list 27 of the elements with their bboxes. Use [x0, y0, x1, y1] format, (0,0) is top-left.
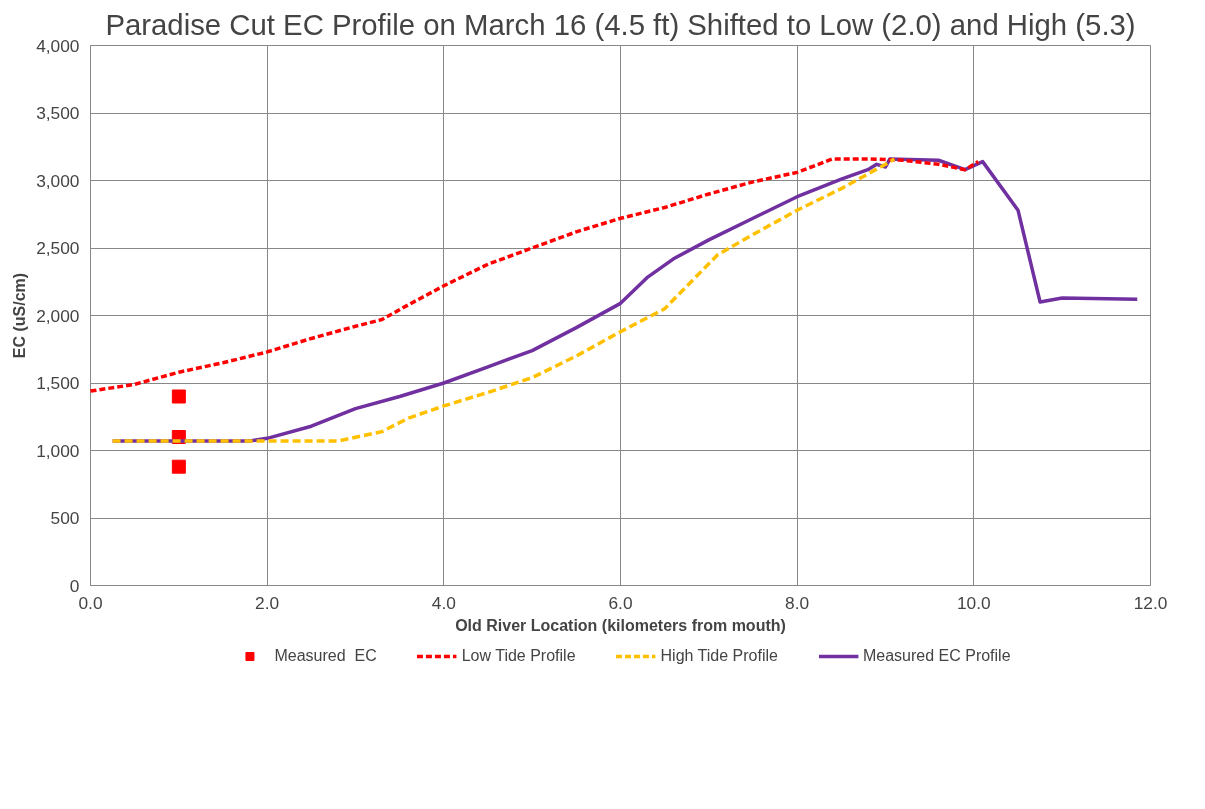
y-tick-label: 0 — [69, 575, 80, 596]
y-tick-label: 3,000 — [36, 170, 80, 191]
y-tick-label: 2,500 — [36, 238, 80, 258]
x-tick-label: 8.0 — [785, 592, 810, 613]
line-series — [110, 157, 897, 443]
legend-label: Measured EC — [274, 647, 377, 665]
x-tick-label: 10.0 — [956, 592, 991, 613]
y-tick-label: 4,000 — [36, 35, 80, 56]
point — [171, 389, 186, 404]
y-tick-label: 1,000 — [36, 440, 80, 461]
y-tick-label: 1,500 — [36, 373, 80, 393]
point — [171, 459, 186, 474]
y-tick-label: 2,000 — [36, 305, 80, 326]
line-series — [88, 157, 980, 393]
legend-label: Measured EC Profile — [862, 647, 1011, 665]
legend-label: Low Tide Profile — [461, 647, 576, 665]
y-axis-title: EC (uS/cm) — [11, 272, 29, 359]
x-tick-label: 0.0 — [78, 592, 103, 613]
x-tick-label: 12.0 — [1133, 592, 1168, 613]
legend-label: High Tide Profile — [660, 647, 778, 665]
x-axis-title: Old River Location (kilometers from mouth) — [455, 616, 786, 634]
x-tick-label: 6.0 — [608, 592, 633, 613]
y-tick-label: 3,500 — [36, 103, 80, 123]
x-tick-label: 4.0 — [431, 592, 456, 613]
chart-title: Paradise Cut EC Profile on March 16 (4.5 ft) Shifted to Low (2.0) and High (5.3) — [105, 7, 1136, 41]
x-tick-label: 2.0 — [255, 592, 280, 613]
y-tick-label: 500 — [50, 508, 80, 528]
